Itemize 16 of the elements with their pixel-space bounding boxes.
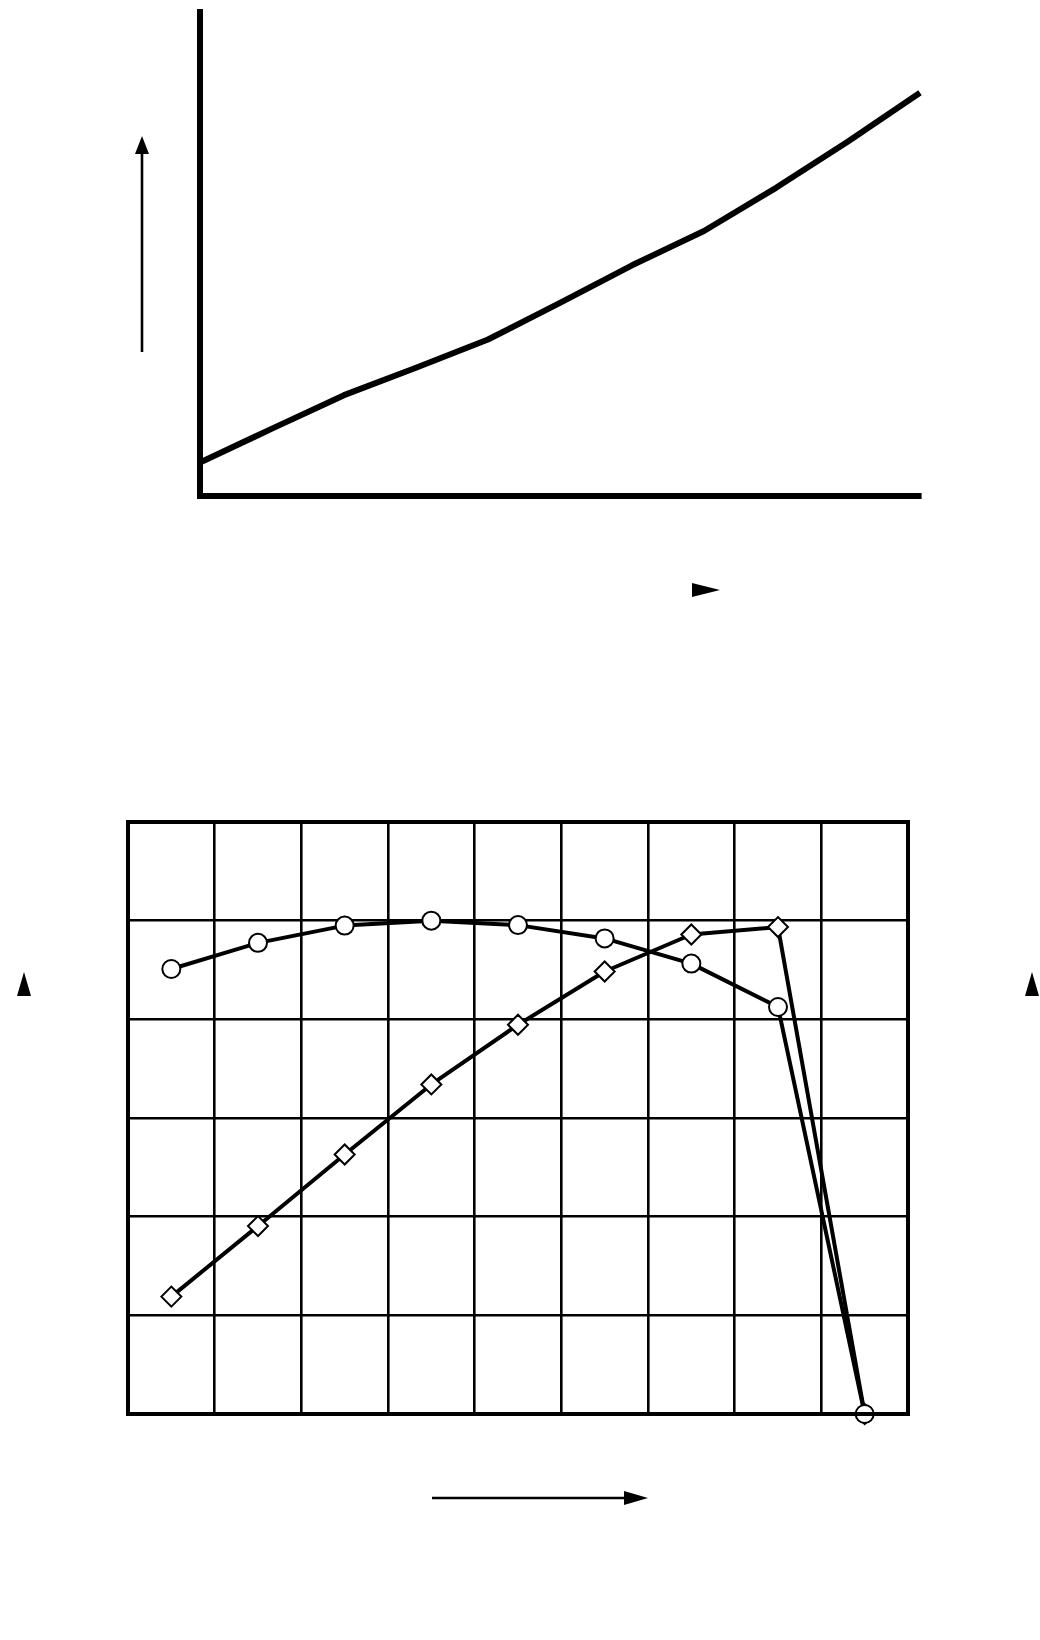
- point: [333, 1143, 356, 1166]
- point: [508, 915, 528, 936]
- point: [593, 960, 616, 983]
- point: [160, 1285, 183, 1308]
- point: [161, 959, 182, 980]
- point: [768, 997, 788, 1017]
- point: [248, 932, 268, 953]
- point: [507, 1013, 529, 1036]
- point: [421, 910, 442, 931]
- point: [334, 915, 355, 936]
- point: [247, 1215, 269, 1238]
- point: [767, 916, 789, 939]
- point: [680, 923, 703, 946]
- point: [681, 953, 702, 974]
- point: [594, 928, 615, 949]
- point: [420, 1073, 443, 1096]
